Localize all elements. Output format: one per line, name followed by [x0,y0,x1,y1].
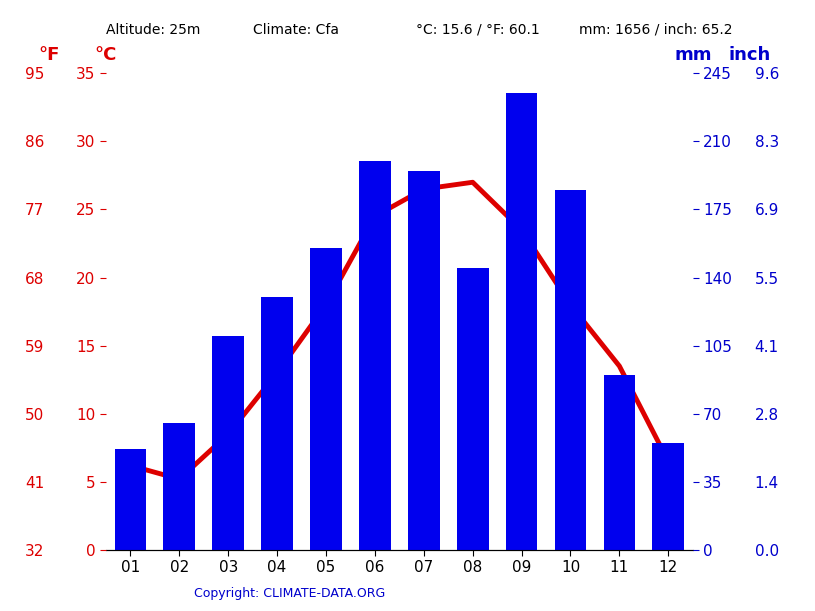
Text: mm: mm [674,46,711,64]
Text: Climate: Cfa: Climate: Cfa [253,23,339,37]
Bar [554,190,586,550]
Bar [359,161,391,550]
Bar [408,170,440,550]
Bar [261,297,293,550]
Text: °C: 15.6 / °F: 60.1: °C: 15.6 / °F: 60.1 [416,23,540,37]
Bar [163,423,196,550]
Text: °F: °F [38,46,59,64]
Text: inch: inch [729,46,771,64]
Text: °C: °C [95,46,117,64]
Bar [603,375,636,550]
Bar [652,443,684,550]
Text: Copyright: CLIMATE-DATA.ORG: Copyright: CLIMATE-DATA.ORG [194,587,385,599]
Text: mm: 1656 / inch: 65.2: mm: 1656 / inch: 65.2 [579,23,732,37]
Bar [456,268,488,550]
Bar [212,336,244,550]
Bar [114,448,147,550]
Bar [505,93,538,550]
Text: Altitude: 25m: Altitude: 25m [106,23,200,37]
Bar [310,249,342,550]
